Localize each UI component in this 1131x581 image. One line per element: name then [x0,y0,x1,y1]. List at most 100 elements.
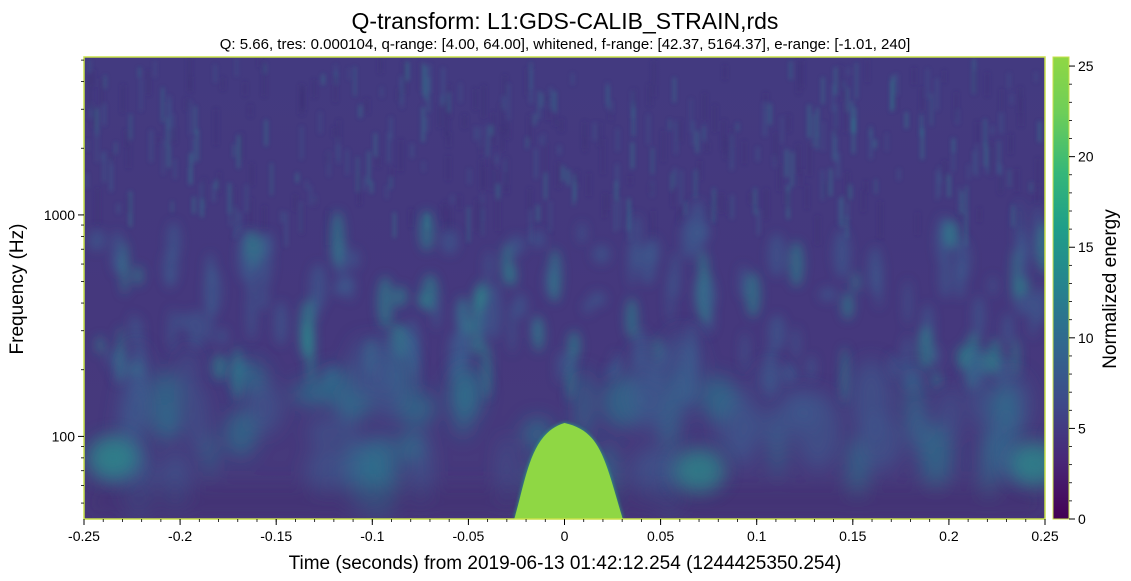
streak [314,195,317,205]
streak [476,307,487,342]
streak [376,156,380,168]
streak [1038,121,1042,143]
streak [767,233,786,277]
streak [229,192,231,226]
streak [486,125,489,157]
streak [649,184,653,194]
streak [422,161,425,172]
streak [648,84,651,106]
streak [764,189,768,220]
streak [211,353,228,381]
streak [789,241,804,288]
streak [482,85,486,118]
streak [795,392,840,469]
streak [768,103,772,125]
streak [913,68,916,85]
streak [300,126,303,160]
streak [724,137,728,159]
spectrogram-blobs [86,422,1045,519]
streak [785,149,789,178]
streak [391,167,394,177]
streak [189,153,193,185]
streak [606,193,609,210]
streak [1014,288,1033,316]
streak [942,219,960,249]
streak [95,129,98,163]
streak [846,87,849,112]
chart-subtitle: Q: 5.66, tres: 0.000104, q-range: [4.00,… [220,36,910,53]
streak [481,343,492,399]
streak [852,118,855,154]
streak [492,112,495,146]
streak [258,284,269,312]
streak [353,66,356,96]
streak [955,345,972,370]
streak [538,90,540,120]
streak [205,252,216,290]
streak [417,292,429,309]
streak [821,77,825,105]
streak [189,100,192,136]
streak [954,237,971,282]
streak [376,276,394,329]
streak [741,331,749,372]
streak [333,282,347,297]
x-tick-label: -0.2 [168,528,192,544]
streak [575,170,579,188]
streak [102,151,106,183]
streak [932,370,941,389]
streak [263,62,266,97]
streak [547,98,550,121]
streak [947,174,951,198]
colorbar-tick-label: 0 [1078,511,1086,527]
streak [459,83,462,103]
streak [705,142,709,152]
streak [832,84,835,112]
streak [507,235,525,257]
streak [652,210,655,240]
streak [730,194,734,220]
streak [295,172,299,183]
streak [250,163,254,186]
streak [847,67,850,76]
streak [684,201,687,216]
streak [727,200,730,216]
streak [986,72,989,96]
streak [572,174,575,206]
streak [192,196,196,214]
streak [972,295,985,338]
streak [916,212,919,236]
streak [544,172,547,200]
y-axis-label: Frequency (Hz) [7,224,28,355]
streak [321,74,325,85]
streak [972,150,976,175]
streak [127,195,131,214]
streak [968,357,989,429]
streak [855,63,858,99]
streak [305,180,308,190]
streak [326,210,329,246]
streak [475,199,479,232]
streak [917,325,934,370]
streak [444,200,447,232]
x-tick-label: 0 [561,528,569,544]
streak [577,222,587,244]
streak [1036,182,1039,204]
streak [274,301,288,346]
streak [309,185,312,206]
streak [410,209,412,228]
streak [764,93,767,110]
streak [100,78,103,106]
streak [232,186,235,223]
streak [496,196,499,232]
streak [380,86,383,98]
streak [598,122,601,147]
streak [306,445,348,496]
streak [449,366,484,421]
colorbar-ticks: 0 5 10 15 20 25 [1069,58,1094,527]
streak [985,147,989,174]
streak [630,142,634,169]
streak [451,194,454,204]
streak [790,152,794,187]
